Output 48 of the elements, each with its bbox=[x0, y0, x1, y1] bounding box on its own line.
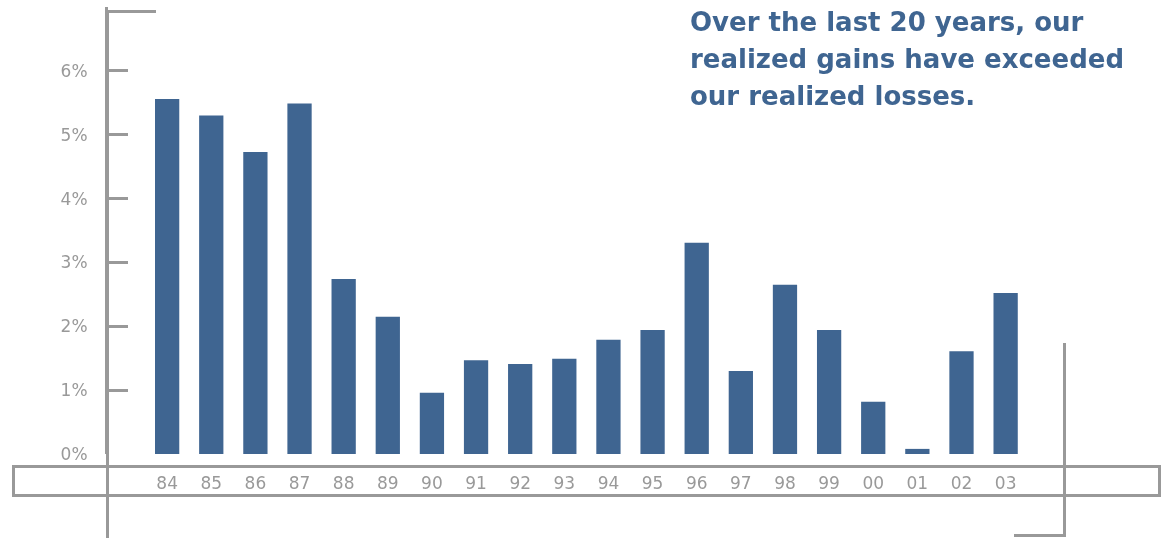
bar bbox=[155, 98, 180, 454]
x-tick-label: 84 bbox=[156, 473, 178, 493]
bar bbox=[463, 360, 489, 454]
x-tick-label: 02 bbox=[950, 473, 973, 493]
bar bbox=[375, 316, 400, 454]
bar bbox=[243, 151, 268, 454]
y-tick-label: 2% bbox=[60, 316, 88, 337]
x-tick-label: 92 bbox=[509, 473, 532, 493]
x-tick-label: 94 bbox=[597, 473, 620, 493]
bar bbox=[508, 363, 533, 454]
y-tick-label: 3% bbox=[60, 252, 88, 273]
bar bbox=[905, 448, 930, 454]
bar bbox=[772, 284, 798, 454]
x-tick-label: 95 bbox=[641, 473, 664, 493]
x-tick-label: 88 bbox=[332, 473, 355, 493]
bar bbox=[640, 330, 665, 454]
x-tick-label: 98 bbox=[774, 473, 796, 493]
bar bbox=[684, 242, 709, 454]
bar bbox=[199, 115, 224, 454]
x-tick-label: 01 bbox=[906, 473, 929, 493]
y-tick-label: 5% bbox=[60, 124, 88, 145]
y-tick-label: 1% bbox=[60, 380, 88, 401]
x-tick-label: 86 bbox=[244, 473, 267, 493]
bar bbox=[993, 293, 1018, 454]
x-tick-label: 89 bbox=[376, 473, 399, 493]
y-tick-label: 4% bbox=[60, 188, 88, 209]
bar bbox=[861, 401, 886, 454]
bar bbox=[287, 103, 312, 454]
x-tick-label: 90 bbox=[421, 473, 443, 493]
bar bbox=[419, 392, 445, 454]
bar bbox=[596, 339, 621, 454]
x-tick-label: 99 bbox=[818, 473, 840, 493]
y-tick-label: 0% bbox=[60, 443, 88, 464]
x-tick-label: 96 bbox=[685, 473, 708, 493]
bar bbox=[728, 370, 753, 454]
text: Over the last 20 years, our realized gains have exceeded our realized losses. bbox=[690, 6, 1125, 113]
bar bbox=[816, 330, 842, 454]
bar bbox=[331, 279, 356, 454]
x-tick-label: 85 bbox=[200, 473, 223, 493]
x-tick-label: 03 bbox=[994, 473, 1017, 493]
x-tick-label: 97 bbox=[730, 473, 752, 493]
x-tick-label: 91 bbox=[465, 473, 487, 493]
x-tick-label: 87 bbox=[288, 473, 311, 493]
x-tick-label: 00 bbox=[862, 473, 885, 493]
y-tick-label: 6% bbox=[60, 60, 88, 81]
bar bbox=[949, 351, 974, 454]
bar bbox=[552, 358, 577, 454]
x-tick-label: 93 bbox=[553, 473, 576, 493]
